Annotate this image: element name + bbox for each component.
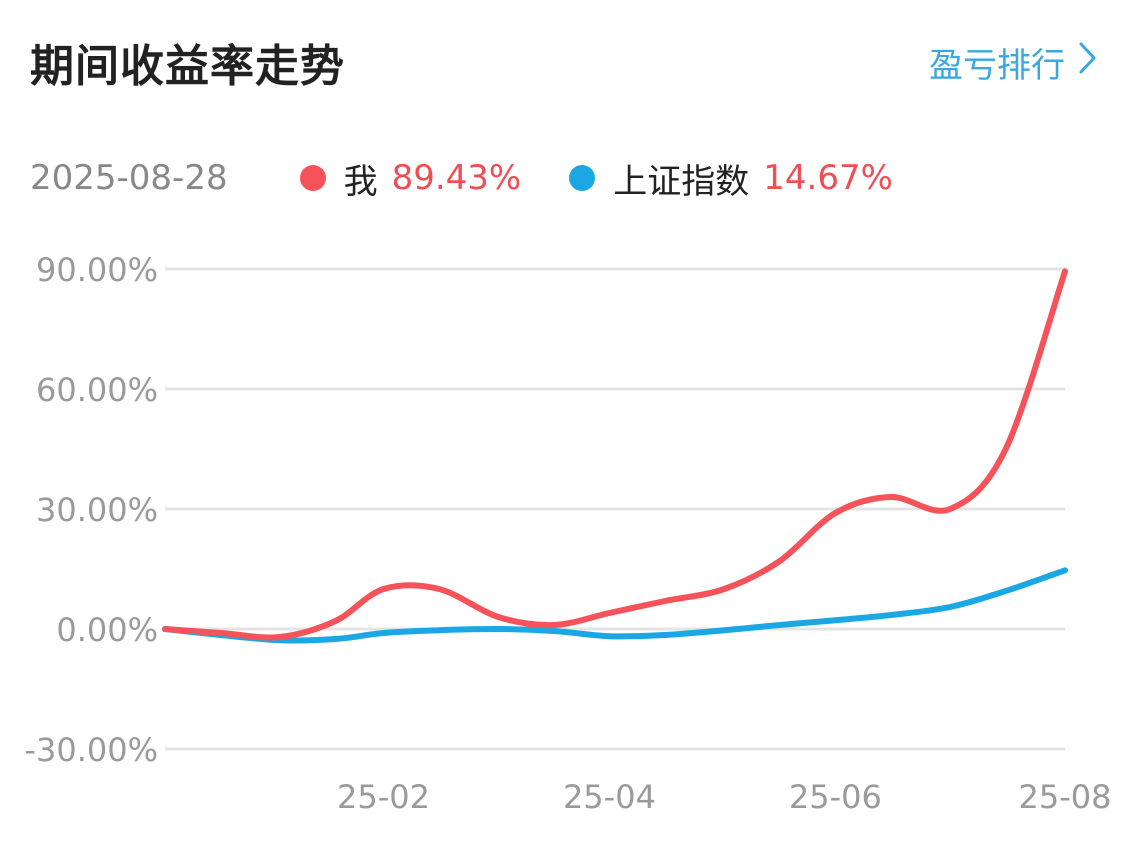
x-tick-label: 25-02 [337,778,430,816]
page-title: 期间收益率走势 [30,41,345,92]
series-line-me [162,268,1068,641]
legend-dot-index [569,165,596,191]
chart-legend: 2025-08-28 我 89.43% 上证指数 14.67% [30,153,941,203]
legend-item-index: 上证指数 14.67% [569,154,893,203]
legend-item-me: 我 89.43% [299,154,522,203]
legend-dot-me [299,165,326,191]
legend-date: 2025-08-28 [30,158,228,198]
legend-value-index: 14.67% [763,158,893,198]
x-tick-label: 25-06 [789,778,882,816]
ranking-link-label: 盈亏排行 [929,46,1065,86]
x-tick-label: 25-04 [563,778,656,816]
legend-name-me: 我 [343,161,378,202]
chevron-right-icon [1077,41,1097,84]
series-line-index [162,567,1068,644]
y-tick-label: 90.00% [36,251,158,289]
y-tick-label: 30.00% [36,491,158,529]
y-tick-label: 60.00% [36,371,158,409]
y-tick-label: 0.00% [56,611,158,649]
profit-loss-ranking-link[interactable]: 盈亏排行 [929,38,1097,87]
legend-name-index: 上证指数 [613,161,750,202]
legend-value-me: 89.43% [391,158,522,198]
x-tick-label: 25-08 [1019,778,1112,816]
y-tick-label: -30.00% [24,731,158,769]
